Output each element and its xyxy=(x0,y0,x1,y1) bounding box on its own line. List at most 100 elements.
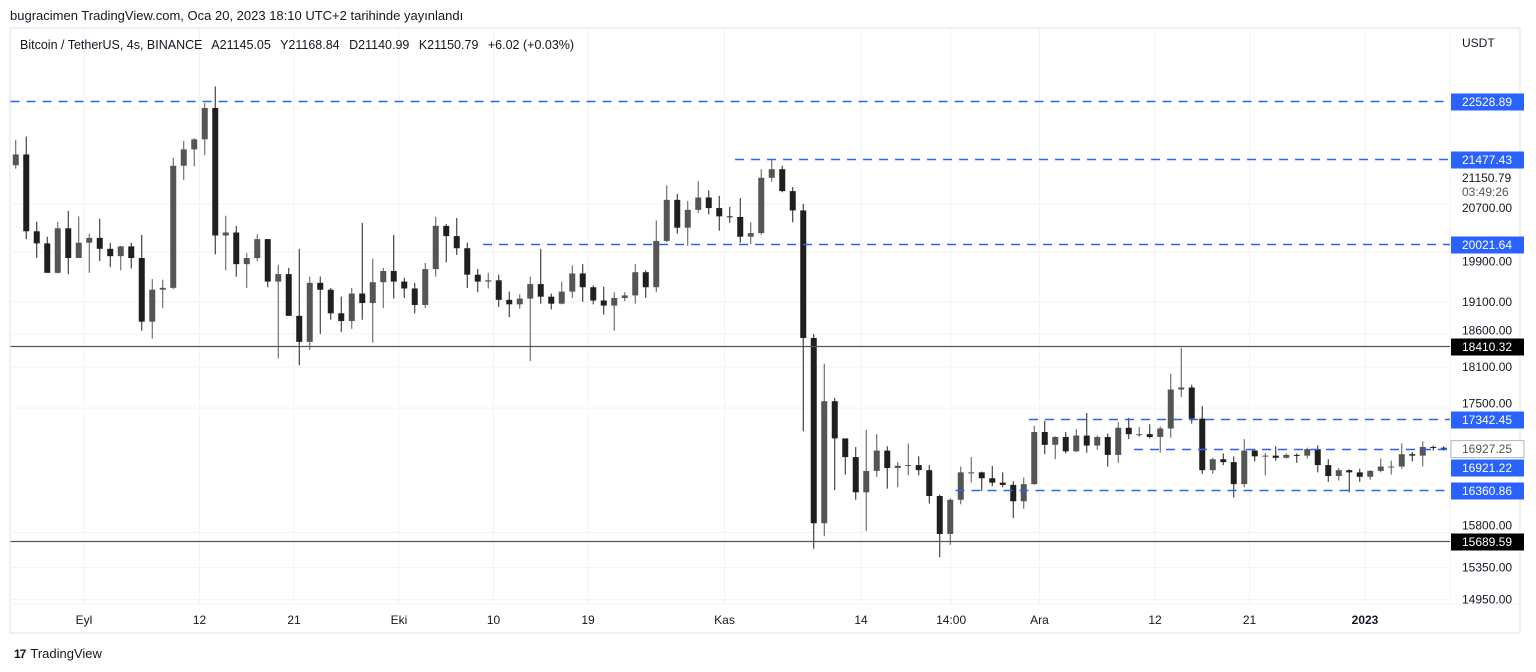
candle-body xyxy=(1125,427,1132,435)
candle-body xyxy=(296,315,303,342)
candle-body xyxy=(978,472,985,479)
candle-body xyxy=(789,191,796,211)
level-price-badge xyxy=(1451,411,1524,429)
candle-body xyxy=(317,282,324,290)
candle-body xyxy=(285,274,292,316)
candle-body xyxy=(264,239,271,282)
candle-body xyxy=(359,293,366,304)
price-tick-label: 18100.00 xyxy=(1462,360,1512,374)
candle-body xyxy=(254,239,261,259)
candle-body xyxy=(1220,459,1227,463)
price-tick-label: 19900.00 xyxy=(1462,255,1512,269)
candle-body xyxy=(432,225,439,270)
candle-body xyxy=(810,337,817,524)
candle-body xyxy=(128,246,135,259)
candle-body xyxy=(1052,436,1059,445)
candle-body xyxy=(1388,466,1395,468)
candle-body xyxy=(716,208,723,217)
time-tick-label: 10 xyxy=(487,613,501,627)
candle-body xyxy=(1293,454,1300,456)
candle-body xyxy=(1272,455,1279,458)
candle-body xyxy=(1304,449,1311,456)
candle-body xyxy=(1094,436,1101,446)
candle-body xyxy=(390,270,397,282)
candle-body xyxy=(380,270,387,283)
candle-body xyxy=(1325,465,1332,477)
candle-body xyxy=(327,289,334,314)
candle-body xyxy=(968,472,975,474)
candle-body xyxy=(1367,470,1374,477)
price-tick-label: 19100.00 xyxy=(1462,295,1512,309)
candle-body xyxy=(1062,436,1069,452)
candle-body xyxy=(485,280,492,282)
candle-body xyxy=(1083,435,1090,446)
candle-body xyxy=(726,216,733,218)
candle-body xyxy=(558,291,565,304)
grid xyxy=(10,28,1450,604)
level-price-label: 18410.32 xyxy=(1462,340,1512,354)
candle-body xyxy=(1199,418,1206,471)
candle-body xyxy=(1430,446,1437,448)
symbol-legend: Bitcoin / TetherUS, 4s, BINANCE A21145.0… xyxy=(20,38,580,52)
level-price-label: 16921.22 xyxy=(1462,461,1512,475)
level-price-label: 22528.89 xyxy=(1462,95,1512,109)
candle-body xyxy=(705,197,712,209)
candle-body xyxy=(768,169,775,178)
candle-body xyxy=(747,233,754,237)
tradingview-brand: 17 TradingView xyxy=(14,646,102,661)
candle-body xyxy=(695,197,702,210)
candle-body xyxy=(1230,462,1237,485)
candle-body xyxy=(632,272,639,296)
level-price-badge xyxy=(1451,93,1524,111)
candle-body xyxy=(989,478,996,483)
candle-body xyxy=(506,299,513,305)
candle-body xyxy=(1010,484,1017,502)
currency-label: USDT xyxy=(1462,36,1495,50)
level-price-label: 21477.43 xyxy=(1462,153,1512,167)
candle-body xyxy=(1073,435,1080,452)
time-axis[interactable]: Eyl 12 21 Eki 10 19 Kas 14 14:00 Ara 12 21 2023 xyxy=(76,613,1379,627)
candle-body xyxy=(411,288,418,305)
candle-body xyxy=(821,401,828,524)
candle-body xyxy=(831,401,838,439)
candle-body xyxy=(12,154,19,166)
candle-body xyxy=(65,228,72,259)
candle-body xyxy=(653,240,660,288)
level-price-badge xyxy=(1451,151,1524,169)
candle-body xyxy=(1335,470,1342,477)
candle-body xyxy=(873,450,880,471)
candle-body xyxy=(1020,484,1027,502)
level-price-label: 20021.64 xyxy=(1462,238,1512,252)
price-tick-label: 18600.00 xyxy=(1462,324,1512,338)
candle-body xyxy=(159,287,166,290)
candle-body xyxy=(54,228,61,273)
candle-body xyxy=(222,232,229,236)
candle-body xyxy=(117,246,124,257)
candle-body xyxy=(338,313,345,322)
candle-body xyxy=(191,139,198,150)
candle-body xyxy=(642,272,649,288)
candle-body xyxy=(1377,466,1384,471)
candle-body xyxy=(1167,389,1174,429)
current-price-label: 16927.25 xyxy=(1462,442,1512,456)
chart-frame xyxy=(9,27,1521,634)
candle-body xyxy=(1262,455,1269,457)
candle-body xyxy=(537,284,544,297)
candle-body xyxy=(957,472,964,500)
candle-body xyxy=(401,281,408,289)
candle-body xyxy=(548,296,555,304)
candle-body xyxy=(663,199,670,241)
symbol-title[interactable]: Bitcoin / TetherUS, 4s, BINANCE xyxy=(20,38,203,52)
time-tick-label: 12 xyxy=(1148,613,1162,627)
time-tick-label: Eyl xyxy=(76,613,93,627)
candle-body xyxy=(1283,454,1290,458)
bar-countdown-label: 03:49:26 xyxy=(1462,185,1509,199)
candle-body xyxy=(149,289,156,322)
candle-body xyxy=(1409,454,1416,456)
candle-body xyxy=(243,258,250,265)
price-axis[interactable]: USDT 20700.00 19900.00 19100.00 18600.00 181… xyxy=(1450,36,1525,607)
candle-body xyxy=(947,499,954,534)
time-tick-label: 14 xyxy=(854,613,868,627)
candles xyxy=(12,86,1447,558)
